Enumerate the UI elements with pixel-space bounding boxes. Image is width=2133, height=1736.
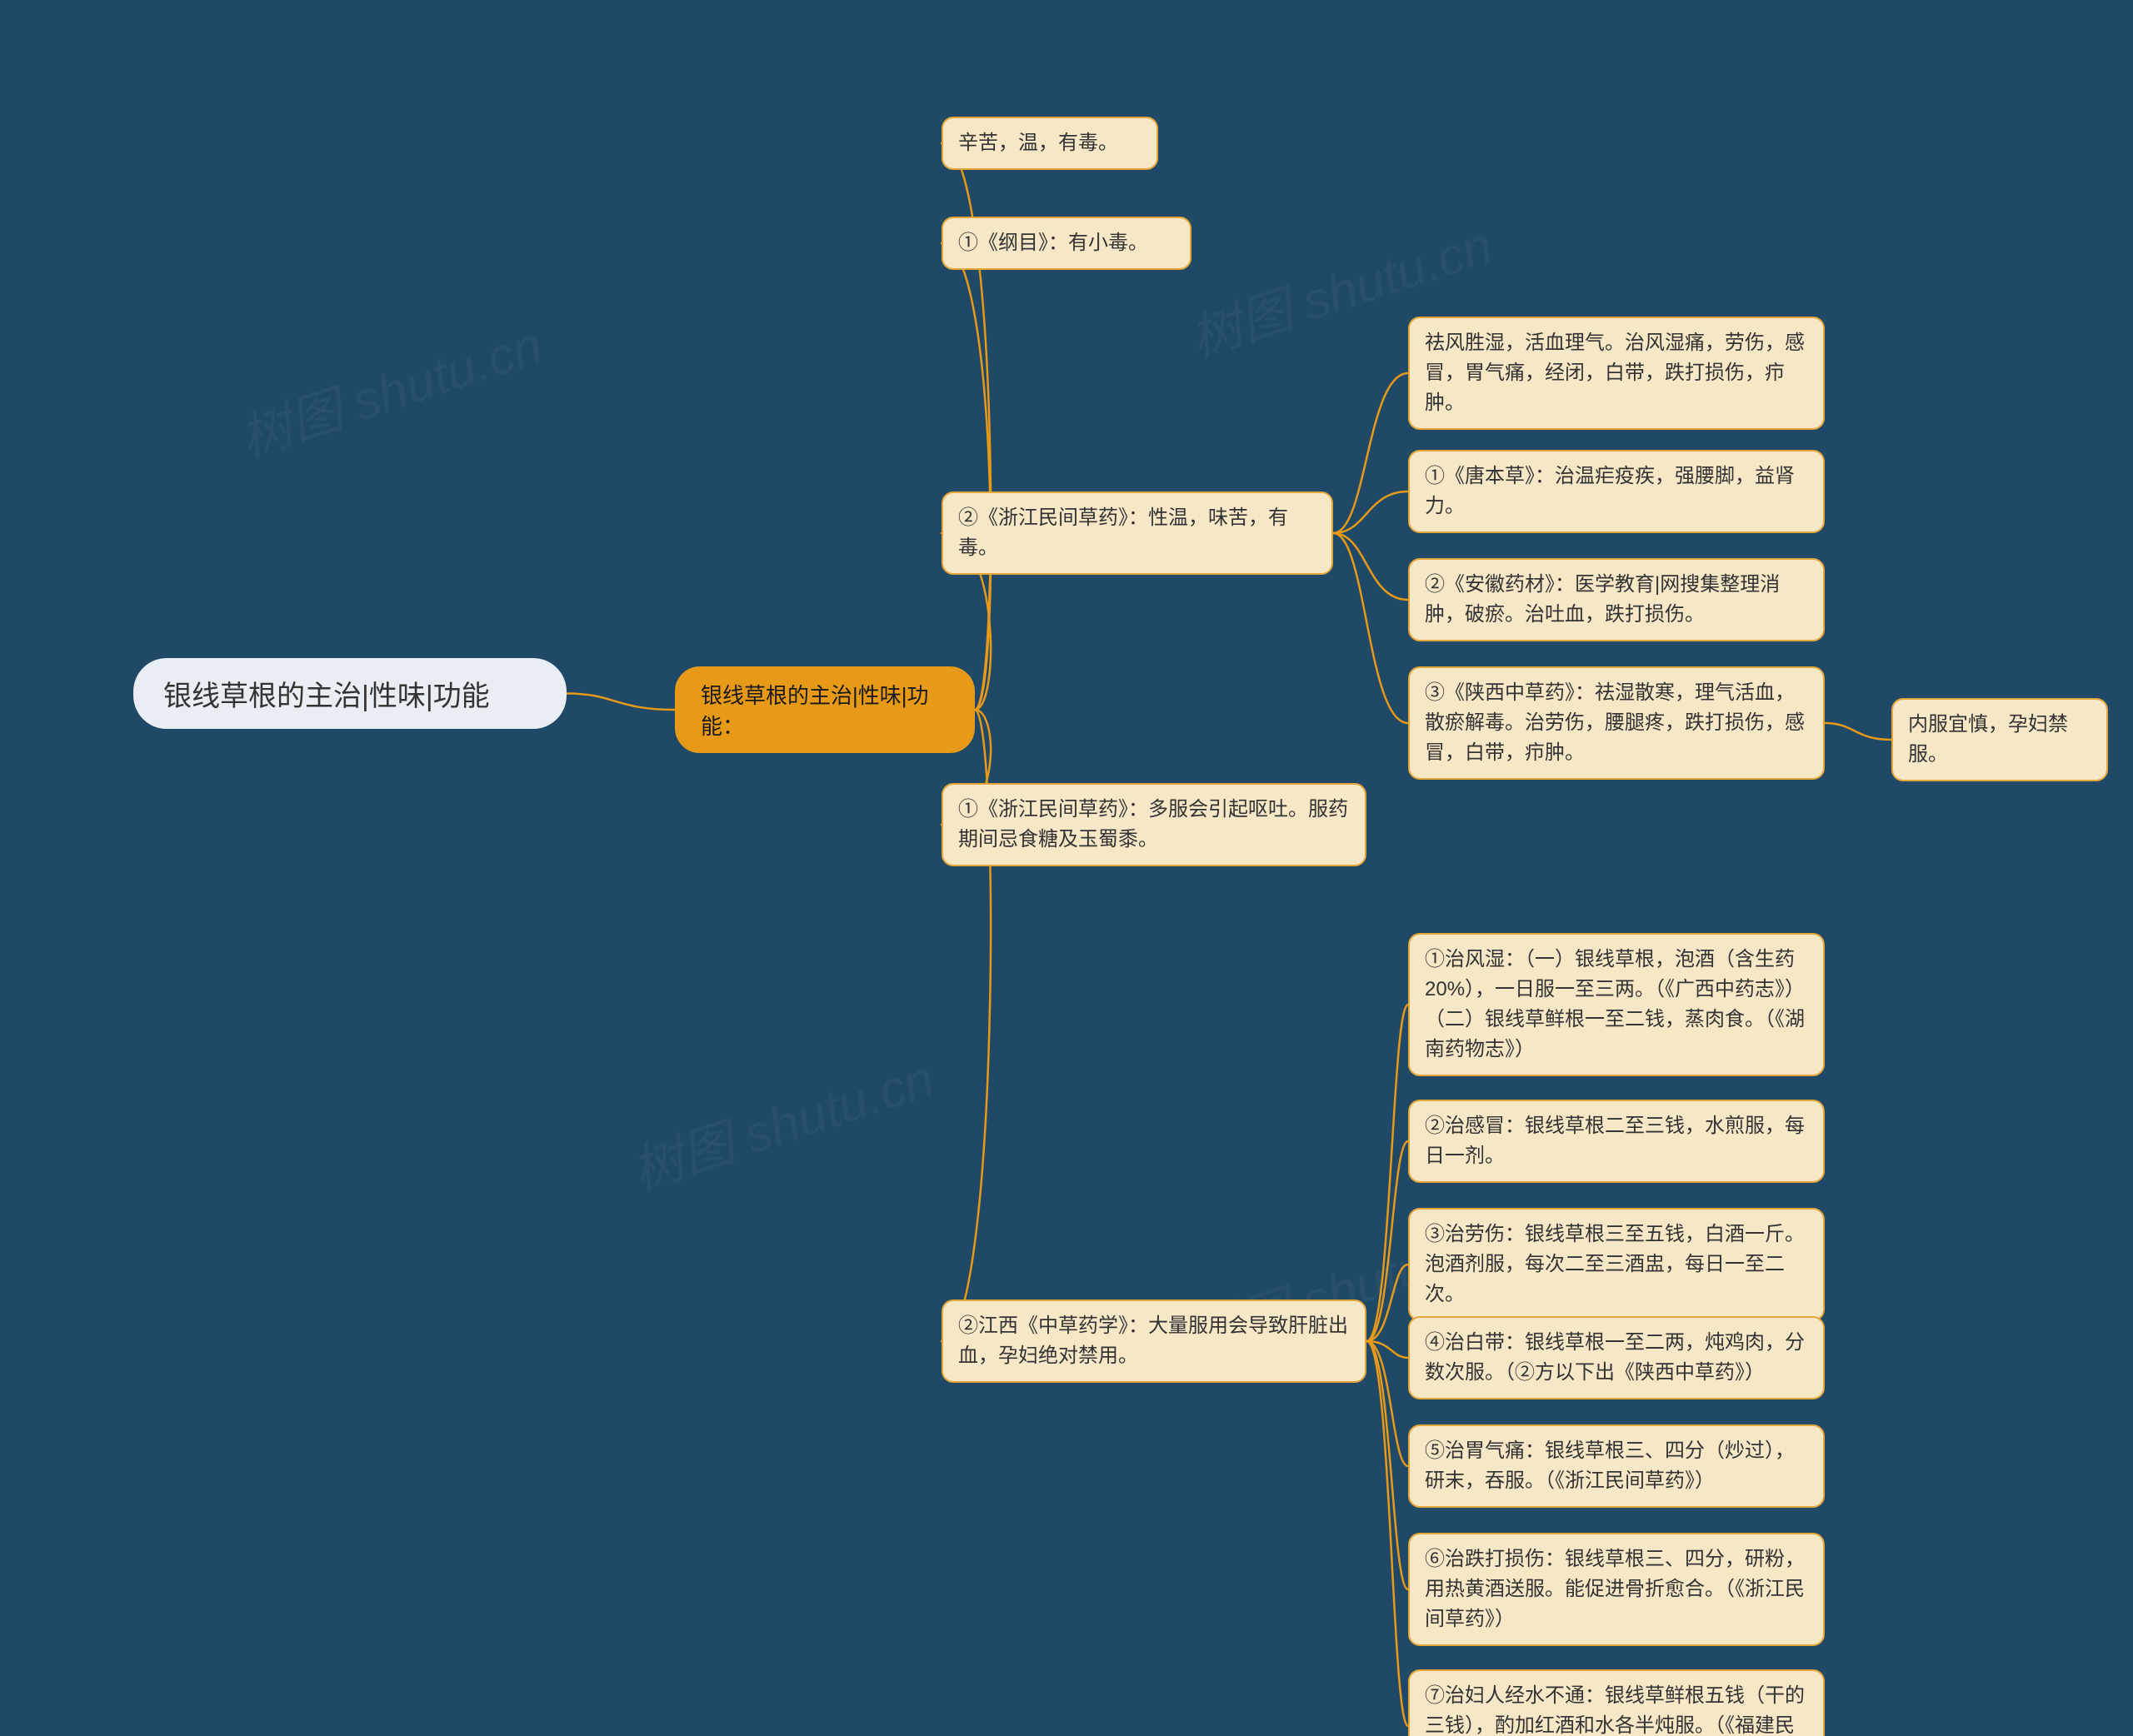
mindmap-edge — [1333, 373, 1408, 533]
node-label: 辛苦，温，有毒。 — [958, 128, 1118, 158]
mindmap-canvas: 树图 shutu.cn树图 shutu.cn树图 shutu.cn树图 shut… — [0, 0, 2133, 1736]
node-label: ①《浙江民间草药》：多服会引起呕吐。服药期间忌食糖及玉蜀黍。 — [958, 795, 1350, 855]
leaf-node[interactable]: ⑦治妇人经水不通：银线草鲜根五钱（干的三钱），酌加红酒和水各半炖服。（《福建民间… — [1408, 1669, 1825, 1736]
node-label: ②江西《中草药学》：大量服用会导致肝脏出血，孕妇绝对禁用。 — [958, 1311, 1350, 1371]
node-label: ⑦治妇人经水不通：银线草鲜根五钱（干的三钱），酌加红酒和水各半炖服。（《福建民间… — [1425, 1681, 1808, 1736]
leaf-node[interactable]: ②《浙江民间草药》：性温，味苦，有毒。 — [942, 491, 1333, 575]
node-label: 内服宜慎，孕妇禁服。 — [1908, 710, 2091, 770]
mindmap-edge — [1366, 1005, 1408, 1341]
leaf-node[interactable]: ①《唐本草》：治温疟疫疾，强腰脚，益肾力。 — [1408, 450, 1825, 533]
node-label: ①治风湿：（一）银线草根，泡酒（含生药20%），一日服一至三两。（《广西中药志》… — [1425, 945, 1808, 1065]
node-label: ⑥治跌打损伤：银线草根三、四分，研粉，用热黄酒送服。能促进骨折愈合。（《浙江民间… — [1425, 1544, 1808, 1634]
node-label: ③《陕西中草药》：祛湿散寒，理气活血，散瘀解毒。治劳伤，腰腿疼，跌打损伤，感冒，… — [1425, 678, 1808, 768]
leaf-node[interactable]: 辛苦，温，有毒。 — [942, 117, 1158, 170]
node-label: ①《纲目》：有小毒。 — [958, 228, 1148, 258]
leaf-node[interactable]: ①治风湿：（一）银线草根，泡酒（含生药20%），一日服一至三两。（《广西中药志》… — [1408, 933, 1825, 1076]
leaf-node[interactable]: ③治劳伤：银线草根三至五钱，白酒一斤。泡酒剂服，每次二至三酒盅，每日一至二次。 — [1408, 1208, 1825, 1321]
node-label: ③治劳伤：银线草根三至五钱，白酒一斤。泡酒剂服，每次二至三酒盅，每日一至二次。 — [1425, 1220, 1808, 1309]
leaf-node[interactable]: ⑥治跌打损伤：银线草根三、四分，研粉，用热黄酒送服。能促进骨折愈合。（《浙江民间… — [1408, 1533, 1825, 1646]
node-label: ①《唐本草》：治温疟疫疾，强腰脚，益肾力。 — [1425, 461, 1808, 521]
node-label: ②《安徽药材》：医学教育|网搜集整理消肿，破瘀。治吐血，跌打损伤。 — [1425, 570, 1808, 630]
mindmap-edge — [567, 694, 675, 711]
leaf-node[interactable]: ①《纲目》：有小毒。 — [942, 217, 1191, 270]
mindmap-edge — [1366, 1265, 1408, 1341]
leaf-node[interactable]: ①《浙江民间草药》：多服会引起呕吐。服药期间忌食糖及玉蜀黍。 — [942, 783, 1366, 866]
leaf-node[interactable]: ④治白带：银线草根一至二两，炖鸡肉，分数次服。（②方以下出《陕西中草药》） — [1408, 1316, 1825, 1399]
mindmap-edge — [1333, 533, 1408, 723]
node-label: ②治感冒：银线草根二至三钱，水煎服，每日一剂。 — [1425, 1111, 1808, 1171]
node-label: 银线草根的主治|性味|功能 — [163, 673, 490, 714]
mindmap-edge — [1366, 1341, 1408, 1589]
watermark: 树图 shutu.cn — [621, 1036, 942, 1205]
root-node[interactable]: 银线草根的主治|性味|功能 — [133, 658, 567, 729]
leaf-node[interactable]: ③《陕西中草药》：祛湿散寒，理气活血，散瘀解毒。治劳伤，腰腿疼，跌打损伤，感冒，… — [1408, 666, 1825, 780]
leaf-node[interactable]: ②《安徽药材》：医学教育|网搜集整理消肿，破瘀。治吐血，跌打损伤。 — [1408, 558, 1825, 641]
leaf-node[interactable]: 祛风胜湿，活血理气。治风湿痛，劳伤，感冒，胃气痛，经闭，白带，跌打损伤，疖肿。 — [1408, 317, 1825, 430]
mindmap-edge — [1366, 1141, 1408, 1341]
node-label: ②《浙江民间草药》：性温，味苦，有毒。 — [958, 503, 1316, 563]
mindmap-edge — [1825, 723, 1891, 740]
node-label: ⑤治胃气痛：银线草根三、四分（炒过），研末，吞服。（《浙江民间草药》） — [1425, 1436, 1808, 1496]
watermark: 树图 shutu.cn — [229, 303, 550, 471]
mindmap-edge — [1333, 491, 1408, 533]
mindmap-edge — [1366, 1341, 1408, 1466]
node-label: 祛风胜湿，活血理气。治风湿痛，劳伤，感冒，胃气痛，经闭，白带，跌打损伤，疖肿。 — [1425, 328, 1808, 418]
leaf-node[interactable]: ②治感冒：银线草根二至三钱，水煎服，每日一剂。 — [1408, 1100, 1825, 1183]
leaf-node[interactable]: ②江西《中草药学》：大量服用会导致肝脏出血，孕妇绝对禁用。 — [942, 1300, 1366, 1383]
mindmap-edge — [1366, 1341, 1408, 1726]
mindmap-edge — [1333, 533, 1408, 600]
node-label: ④治白带：银线草根一至二两，炖鸡肉，分数次服。（②方以下出《陕西中草药》） — [1425, 1328, 1808, 1388]
mindmap-edge — [1366, 1341, 1408, 1358]
mindmap-edge — [942, 243, 991, 710]
leaf-node[interactable]: ⑤治胃气痛：银线草根三、四分（炒过），研末，吞服。（《浙江民间草药》） — [1408, 1424, 1825, 1508]
branch-node[interactable]: 银线草根的主治|性味|功能： — [675, 666, 975, 753]
leaf-node[interactable]: 内服宜慎，孕妇禁服。 — [1891, 698, 2108, 781]
node-label: 银线草根的主治|性味|功能： — [701, 679, 949, 741]
